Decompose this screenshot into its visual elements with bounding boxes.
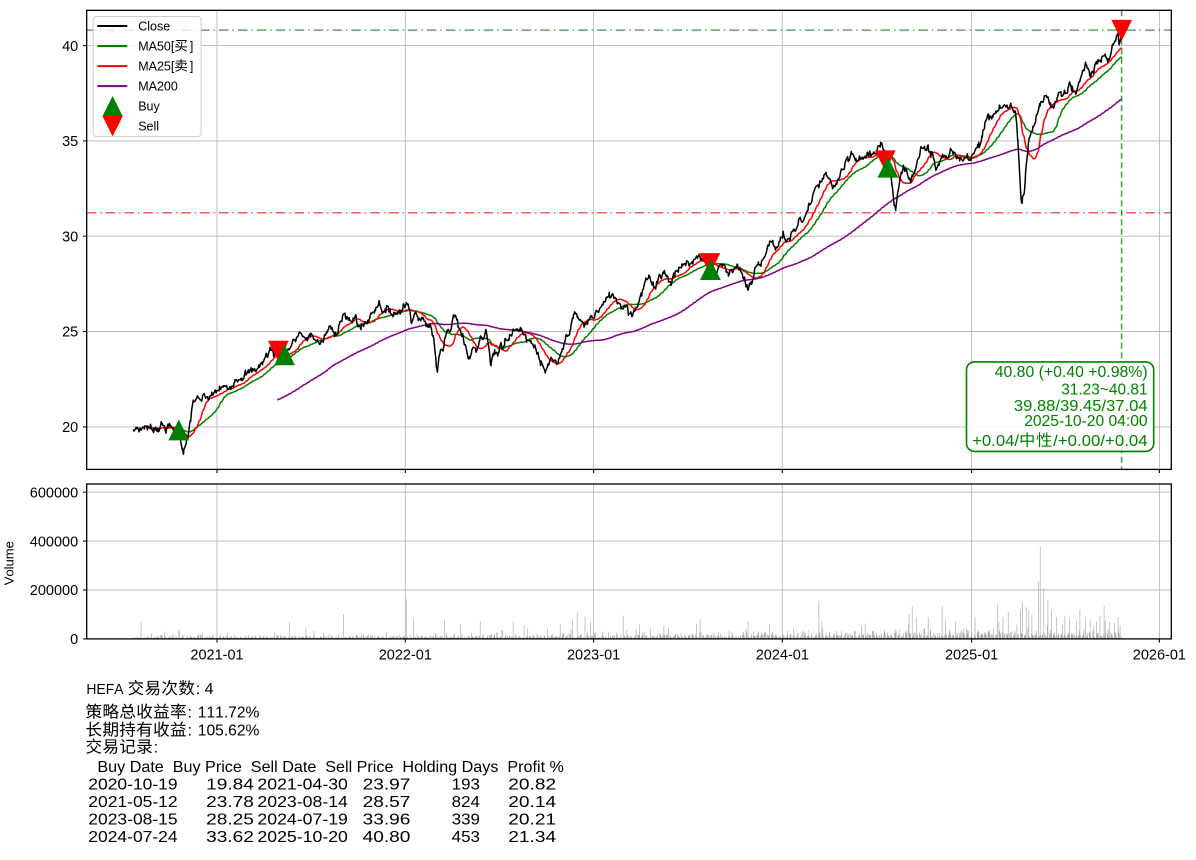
svg-text:28.25: 28.25 bbox=[206, 812, 254, 829]
svg-text:2021-05-12: 2021-05-12 bbox=[88, 794, 177, 811]
svg-text:193: 193 bbox=[452, 777, 481, 794]
svg-text:23.78: 23.78 bbox=[206, 794, 254, 811]
svg-text:2024-07-24: 2024-07-24 bbox=[88, 829, 178, 846]
svg-text:2023-01: 2023-01 bbox=[567, 647, 620, 663]
svg-text:MA50[: MA50[ bbox=[138, 39, 175, 53]
svg-text:Buy: Buy bbox=[138, 100, 160, 114]
svg-text:105.62%: 105.62% bbox=[198, 723, 260, 740]
svg-text:2022-01: 2022-01 bbox=[379, 647, 432, 663]
svg-text:30: 30 bbox=[62, 229, 78, 245]
svg-text:Volume: Volume bbox=[2, 541, 17, 585]
svg-text::: : bbox=[188, 705, 192, 722]
svg-text:2023-08-15: 2023-08-15 bbox=[88, 812, 178, 829]
svg-text:200000: 200000 bbox=[30, 583, 78, 599]
svg-text:2024-01: 2024-01 bbox=[756, 647, 809, 663]
svg-text:2021-01: 2021-01 bbox=[190, 647, 243, 663]
svg-text:2023-08-14: 2023-08-14 bbox=[257, 794, 348, 811]
svg-text:0: 0 bbox=[70, 632, 78, 648]
svg-text:453: 453 bbox=[452, 829, 481, 846]
svg-text:40.80 (+0.40 +0.98%): 40.80 (+0.40 +0.98%) bbox=[995, 364, 1148, 381]
svg-text:2026-01: 2026-01 bbox=[1133, 647, 1186, 663]
svg-text:/+0.00/+0.04: /+0.00/+0.04 bbox=[1053, 433, 1148, 450]
svg-text:35: 35 bbox=[62, 134, 78, 150]
svg-text:]: ] bbox=[190, 39, 193, 53]
svg-text:4: 4 bbox=[205, 681, 214, 698]
svg-text:400000: 400000 bbox=[30, 534, 78, 550]
svg-text:20.21: 20.21 bbox=[508, 812, 556, 829]
svg-text:2024-07-19: 2024-07-19 bbox=[257, 812, 348, 829]
svg-text::: : bbox=[188, 723, 192, 740]
svg-text:40.80: 40.80 bbox=[363, 829, 411, 846]
svg-text:2025-10-20: 2025-10-20 bbox=[257, 829, 348, 846]
svg-text:+0.04/: +0.04/ bbox=[972, 433, 1020, 450]
svg-text:31.23~40.81: 31.23~40.81 bbox=[1061, 381, 1147, 398]
svg-text:20.82: 20.82 bbox=[508, 777, 556, 794]
svg-text:111.72%: 111.72% bbox=[198, 705, 260, 722]
svg-text:MA200: MA200 bbox=[138, 80, 178, 94]
svg-text:20.14: 20.14 bbox=[508, 794, 556, 811]
svg-text:Buy Date Buy Price Sell Date: Buy Date Buy Price Sell Date Sell Price … bbox=[97, 759, 564, 776]
svg-text:33.62: 33.62 bbox=[206, 829, 254, 846]
svg-text:2025-10-20 04:00: 2025-10-20 04:00 bbox=[1024, 413, 1147, 430]
svg-text:2025-01: 2025-01 bbox=[945, 647, 998, 663]
svg-text:HEFA: HEFA bbox=[86, 682, 123, 698]
svg-text:40: 40 bbox=[62, 39, 78, 55]
svg-text:Close: Close bbox=[138, 19, 170, 33]
svg-text:2020-10-19: 2020-10-19 bbox=[88, 777, 177, 794]
svg-text:MA25[: MA25[ bbox=[138, 60, 175, 74]
svg-text:]: ] bbox=[190, 60, 193, 74]
svg-text:25: 25 bbox=[62, 325, 78, 341]
svg-text:2021-04-30: 2021-04-30 bbox=[257, 777, 348, 794]
svg-text:28.57: 28.57 bbox=[363, 794, 411, 811]
svg-text:21.34: 21.34 bbox=[508, 829, 556, 846]
svg-text::: : bbox=[196, 681, 200, 698]
svg-text:339: 339 bbox=[452, 812, 480, 829]
svg-text:600000: 600000 bbox=[30, 485, 78, 501]
svg-text:Sell: Sell bbox=[138, 120, 159, 134]
svg-text:19.84: 19.84 bbox=[206, 777, 254, 794]
svg-text:39.88/39.45/37.04: 39.88/39.45/37.04 bbox=[1014, 398, 1148, 415]
svg-text:824: 824 bbox=[452, 794, 481, 811]
svg-text:20: 20 bbox=[62, 420, 78, 436]
svg-text::: : bbox=[154, 740, 158, 757]
svg-text:33.96: 33.96 bbox=[363, 812, 411, 829]
svg-text:23.97: 23.97 bbox=[363, 777, 411, 794]
